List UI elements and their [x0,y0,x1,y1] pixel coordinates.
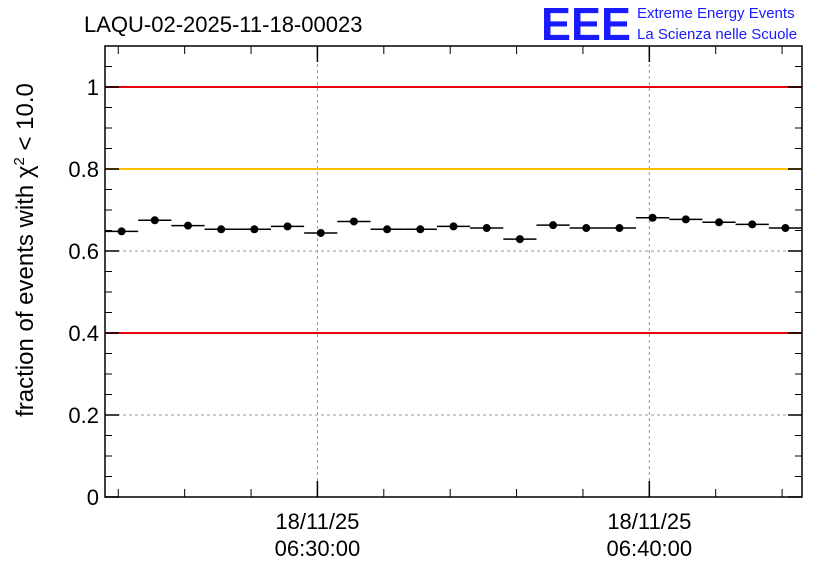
y-axis-label-prefix: fraction of events with [12,178,39,417]
logo-line-1: Extreme Energy Events [637,5,795,22]
data-point [715,218,724,227]
data-point [748,220,757,229]
data-point [549,221,558,230]
y-tick-label: 0.8 [68,157,99,182]
x-tick-label-date: 18/11/25 [275,509,359,534]
data-point [416,225,425,234]
y-axis-label-suffix: < 10.0 [12,83,39,157]
x-tick-label-time: 06:30:00 [275,536,361,561]
data-point [150,216,159,225]
data-point [316,228,325,237]
data-point [582,224,591,233]
y-tick-label: 0.2 [68,403,99,428]
data-point [217,225,226,234]
data-point [183,221,192,230]
y-axis-label-chi: χ [12,165,39,178]
reference-lines [105,86,802,334]
data-point [117,227,126,236]
x-tick-label-date: 18/11/25 [607,509,691,534]
eee-logo: EEE Extreme Energy Events La Scienza nel… [541,0,797,50]
axes: 00.20.40.60.8118/11/2506:30:0018/11/2506… [68,46,802,561]
x-tick-label-time: 06:40:00 [607,536,693,561]
y-axis-label: fraction of events with χ2 < 10.0 [11,83,39,417]
logo-eee-text: EEE [541,0,631,50]
y-tick-label: 0 [87,485,99,510]
data-series [105,213,802,244]
data-point [349,217,358,226]
y-axis-label-superscript: 2 [11,157,28,165]
data-point [383,225,392,234]
data-point [283,222,292,231]
chart-title: LAQU-02-2025-11-18-00023 [84,12,362,37]
data-point [781,224,790,233]
logo-line-2: La Scienza nelle Scuole [637,26,797,43]
y-tick-label: 1 [87,75,99,100]
data-point [482,224,491,233]
data-point [681,215,690,224]
data-point [515,235,524,244]
y-tick-label: 0.4 [68,321,99,346]
data-point [615,224,624,233]
data-point [648,213,657,222]
y-tick-label: 0.6 [68,239,99,264]
data-point [449,222,458,231]
data-point [250,225,259,234]
